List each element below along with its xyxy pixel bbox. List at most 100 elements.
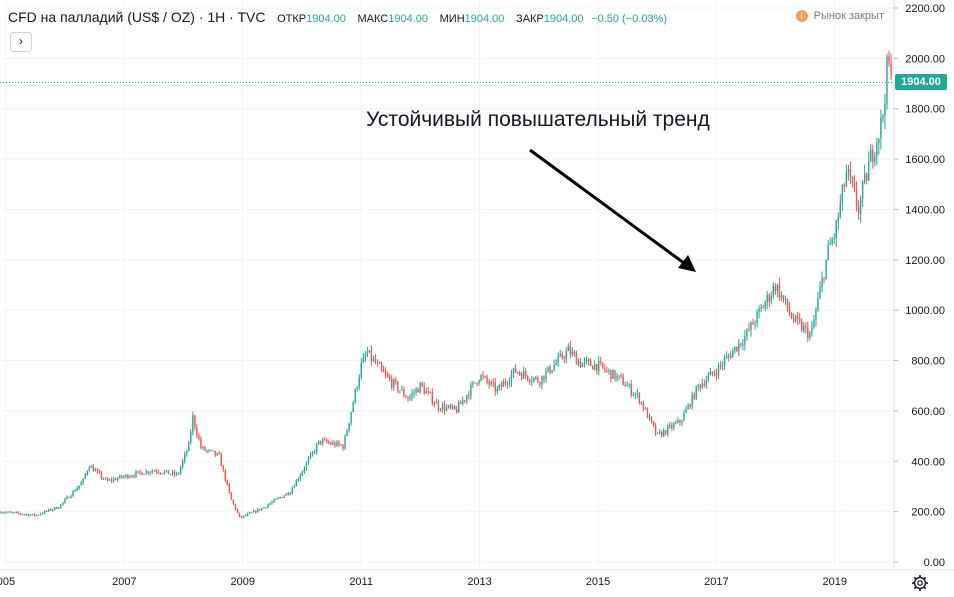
candle-body	[346, 430, 348, 437]
candle-body	[768, 294, 770, 302]
candle-body	[82, 478, 84, 483]
candle-body	[161, 473, 164, 475]
candle-body	[9, 511, 11, 513]
candle-body	[807, 327, 809, 339]
candle-body	[699, 385, 701, 388]
candle-body	[563, 358, 565, 360]
candle-body	[386, 374, 389, 377]
candle-body	[277, 497, 279, 499]
candle-body	[411, 393, 413, 397]
candle-body	[762, 307, 764, 309]
candle-body	[403, 389, 405, 396]
candle-body	[297, 478, 300, 481]
x-tick-label: 2017	[704, 576, 728, 588]
candle-body	[841, 185, 844, 203]
candle-body	[529, 379, 531, 382]
candle-body	[366, 352, 369, 356]
candle-body	[86, 470, 88, 475]
candle-body	[766, 294, 768, 303]
candle-body	[502, 381, 505, 387]
candle-body	[541, 375, 543, 385]
candle-body	[742, 344, 744, 346]
candle-body	[17, 512, 19, 514]
candle-body	[809, 332, 811, 339]
candle-body	[460, 402, 462, 404]
y-tick-label: 1400.00	[905, 204, 945, 216]
candle-body	[175, 473, 178, 475]
candle-body	[717, 365, 720, 376]
candle-body	[129, 476, 131, 478]
candle-body	[429, 391, 431, 393]
candle-body	[317, 440, 320, 445]
candle-body	[303, 468, 306, 472]
candle-body	[285, 493, 287, 496]
candle-body	[0, 511, 1, 514]
candle-body	[202, 447, 204, 449]
low-value: 1904.00	[464, 13, 505, 25]
candle-body	[865, 173, 868, 181]
candle-body	[689, 404, 691, 407]
candle-body	[110, 479, 113, 481]
candle-body	[210, 449, 212, 451]
candle-body	[173, 471, 176, 475]
candle-body	[857, 206, 860, 214]
candle-body	[693, 394, 695, 399]
candle-body	[119, 475, 121, 479]
candle-body	[391, 378, 393, 388]
candle-body	[37, 514, 40, 516]
gear-icon[interactable]	[911, 574, 929, 592]
candle-body	[539, 382, 541, 385]
candle-body	[242, 515, 245, 518]
candle-body	[817, 298, 819, 311]
candle-body	[372, 358, 375, 361]
candle-body	[555, 362, 557, 365]
expand-legend-button[interactable]: ›	[10, 32, 32, 52]
candle-body	[421, 382, 423, 387]
candle-body	[21, 514, 24, 516]
candle-body	[784, 298, 787, 300]
high-label: МАКС	[357, 13, 389, 25]
candle-body	[271, 501, 273, 504]
candle-body	[758, 308, 760, 312]
candle-body	[374, 358, 377, 364]
candle-body	[719, 365, 722, 367]
candle-body	[45, 510, 48, 512]
candle-body	[587, 360, 590, 362]
candle-body	[405, 395, 407, 398]
info-icon[interactable]: i	[795, 10, 808, 23]
candle-body	[222, 466, 224, 470]
candle-body	[393, 379, 395, 388]
candle-body	[776, 284, 779, 292]
candle-body	[665, 430, 667, 434]
candle-body	[579, 361, 582, 367]
x-tick-label: 2007	[112, 576, 136, 588]
candle-body	[604, 367, 606, 371]
candle-body	[275, 498, 277, 500]
candle-body	[470, 384, 472, 397]
trend-annotation[interactable]: Устойчивый повышательный тренд	[366, 108, 710, 131]
candle-body	[11, 512, 13, 514]
open-label: ОТКР	[277, 13, 307, 25]
candle-body	[843, 185, 846, 187]
candle-body	[466, 395, 468, 401]
candle-body	[309, 453, 312, 459]
candle-body	[634, 394, 636, 396]
candle-body	[39, 513, 42, 515]
candle-body	[636, 393, 639, 395]
candle-body	[624, 385, 626, 387]
candle-body	[5, 512, 7, 514]
candle-body	[194, 415, 196, 428]
candle-body	[216, 453, 218, 456]
candle-body	[236, 509, 239, 513]
candle-body	[287, 493, 289, 495]
symbol-title[interactable]: CFD на палладий (US$ / OZ) · 1H · TVC	[8, 9, 266, 25]
candle-body	[533, 377, 535, 381]
x-tick-label: 2019	[823, 576, 847, 588]
candle-body	[407, 397, 409, 399]
candle-body	[703, 383, 706, 386]
close-label: ЗАКР	[516, 13, 544, 25]
candle-body	[433, 403, 436, 405]
candle-body	[715, 373, 718, 376]
candle-body	[847, 168, 850, 173]
